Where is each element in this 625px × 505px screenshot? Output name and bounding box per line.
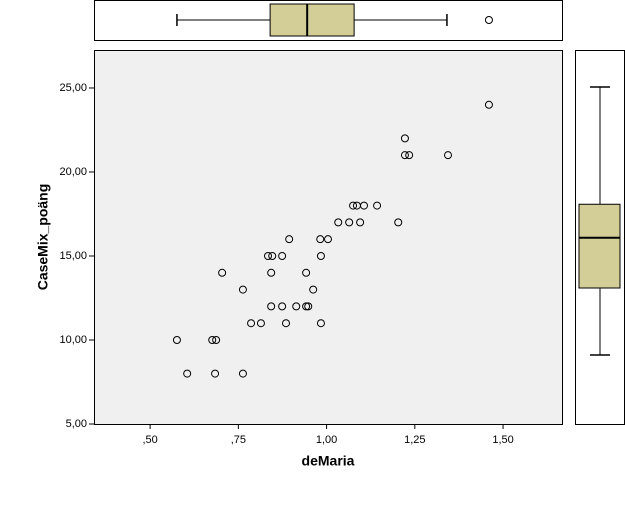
point bbox=[267, 268, 276, 277]
point bbox=[373, 201, 382, 210]
point bbox=[316, 235, 325, 244]
y-tick-label: 5,00 bbox=[66, 418, 87, 430]
point bbox=[356, 218, 365, 227]
point bbox=[345, 218, 354, 227]
point bbox=[316, 319, 325, 328]
point bbox=[267, 302, 276, 311]
box bbox=[578, 203, 621, 289]
point bbox=[256, 319, 265, 328]
point bbox=[444, 151, 452, 160]
point bbox=[208, 335, 217, 344]
point bbox=[212, 335, 221, 344]
point bbox=[183, 369, 192, 378]
x-axis-label: deMaria bbox=[302, 453, 355, 469]
point bbox=[172, 335, 181, 344]
point bbox=[302, 268, 311, 277]
point bbox=[247, 319, 256, 328]
outlier bbox=[484, 16, 493, 24]
plot-area bbox=[94, 50, 563, 425]
point bbox=[292, 302, 301, 311]
box bbox=[269, 3, 355, 37]
point bbox=[218, 268, 227, 277]
point bbox=[302, 302, 311, 311]
point bbox=[394, 218, 403, 227]
y-tick-label: 20,00 bbox=[59, 166, 87, 178]
x-tick-label: ,75 bbox=[231, 434, 246, 446]
x-tick-label: 1,00 bbox=[316, 434, 337, 446]
y-tick-label: 15,00 bbox=[59, 250, 87, 262]
point bbox=[282, 319, 290, 328]
x-tick-label: 1,25 bbox=[404, 434, 425, 446]
point bbox=[264, 251, 272, 260]
x-tick-label: 1,50 bbox=[492, 434, 513, 446]
point bbox=[316, 251, 325, 260]
y-tick-label: 25,00 bbox=[59, 82, 87, 94]
point bbox=[238, 285, 247, 294]
point bbox=[400, 134, 409, 143]
point bbox=[268, 251, 277, 260]
point bbox=[360, 201, 368, 210]
point bbox=[405, 151, 414, 160]
point bbox=[324, 235, 332, 244]
x-tick-label: ,50 bbox=[142, 434, 157, 446]
point bbox=[400, 151, 409, 160]
point bbox=[211, 369, 220, 378]
point bbox=[278, 251, 287, 260]
point bbox=[309, 285, 318, 294]
y-tick-label: 10,00 bbox=[59, 334, 87, 346]
y-axis-label: CaseMix_poäng bbox=[35, 184, 51, 291]
point bbox=[349, 201, 358, 210]
point bbox=[334, 218, 343, 227]
point bbox=[304, 302, 313, 311]
point bbox=[278, 302, 287, 311]
point bbox=[285, 235, 294, 244]
point bbox=[238, 369, 247, 378]
point bbox=[484, 100, 493, 109]
